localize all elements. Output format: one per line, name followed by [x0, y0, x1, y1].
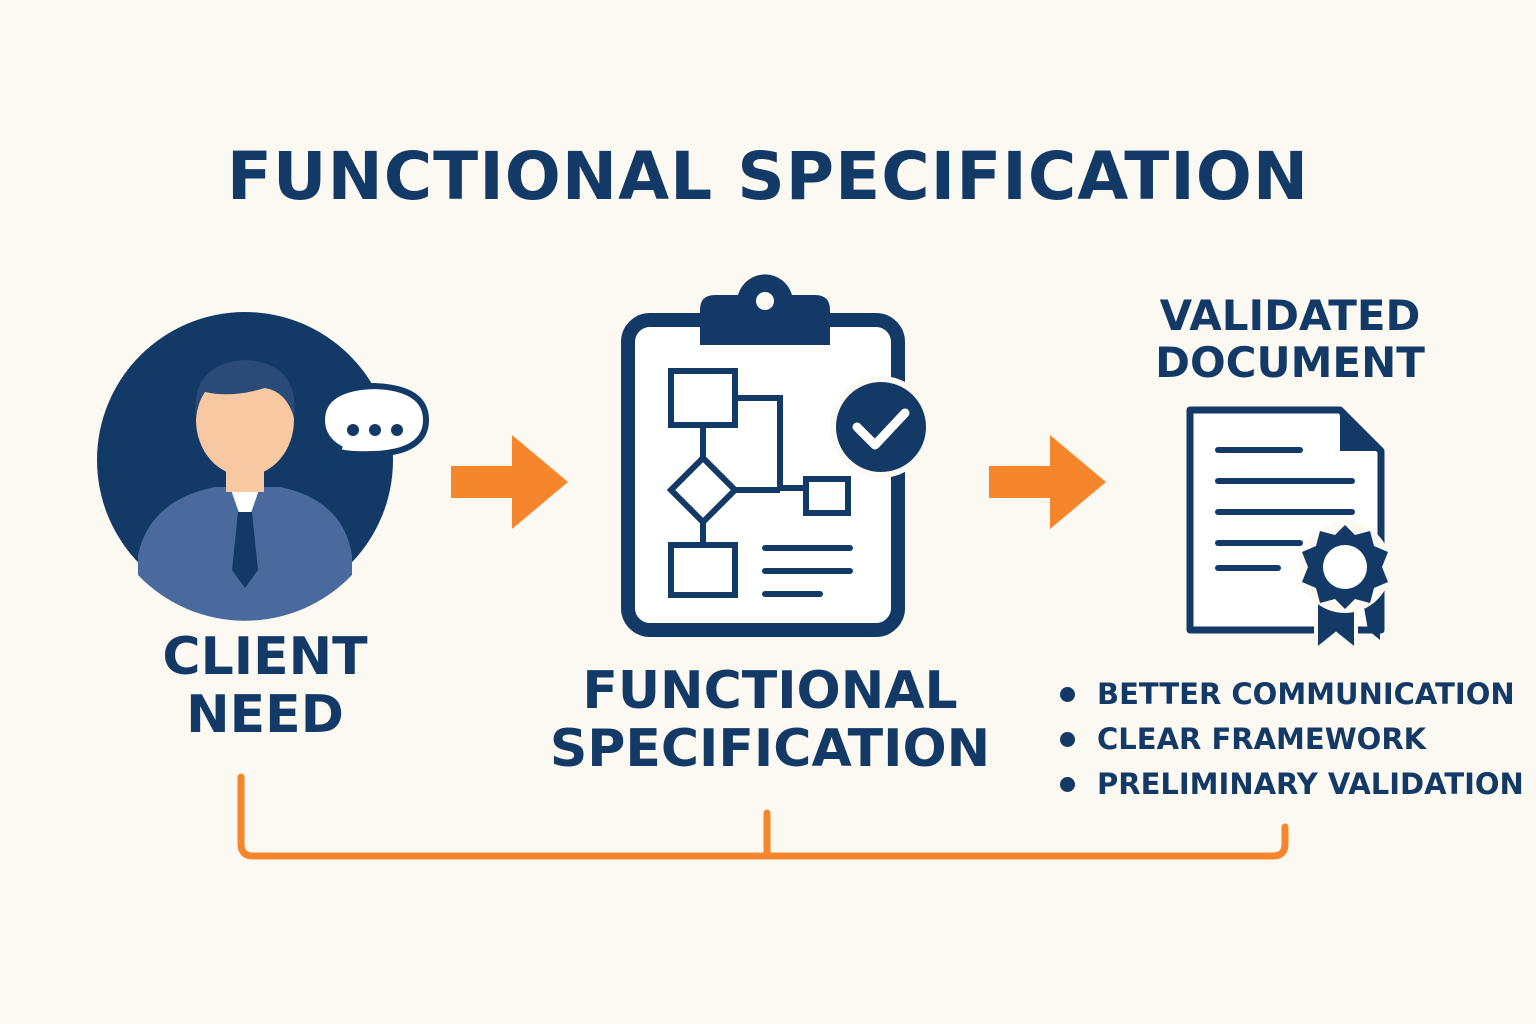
arrow-right-icon [989, 435, 1106, 529]
step-label-line: SPECIFICATION [549, 719, 991, 780]
bracket-connector [237, 773, 1289, 860]
benefits-list: BETTER COMMUNICATION CLEAR FRAMEWORK PRE… [1060, 672, 1524, 807]
client-speech-icon [97, 312, 430, 621]
step-label-validated-document: VALIDATED DOCUMENT [1130, 292, 1450, 386]
step-label-line: DOCUMENT [1155, 338, 1425, 388]
step-label-client-need: CLIENT NEED [110, 627, 420, 746]
list-item: PRELIMINARY VALIDATION [1060, 762, 1524, 807]
bullet-icon [1060, 777, 1075, 792]
benefit-text: PRELIMINARY VALIDATION [1097, 767, 1524, 801]
bullet-icon [1060, 732, 1075, 747]
step-label-line: VALIDATED [1159, 291, 1421, 340]
benefit-text: BETTER COMMUNICATION [1097, 677, 1515, 711]
page-title: FUNCTIONAL SPECIFICATION [226, 138, 1310, 215]
step-label-functional-specification: FUNCTIONAL SPECIFICATION [540, 661, 1000, 780]
bullet-icon [1060, 687, 1075, 702]
clipboard-flowchart-check-icon [621, 274, 932, 637]
benefit-text: CLEAR FRAMEWORK [1097, 722, 1427, 756]
arrow-right-icon [451, 435, 568, 529]
step-label-line: FUNCTIONAL [582, 661, 958, 721]
list-item: CLEAR FRAMEWORK [1060, 717, 1524, 762]
step-label-line: NEED [186, 685, 344, 746]
step-label-line: CLIENT [162, 627, 368, 687]
list-item: BETTER COMMUNICATION [1060, 672, 1524, 717]
certified-document-icon [1186, 406, 1391, 655]
